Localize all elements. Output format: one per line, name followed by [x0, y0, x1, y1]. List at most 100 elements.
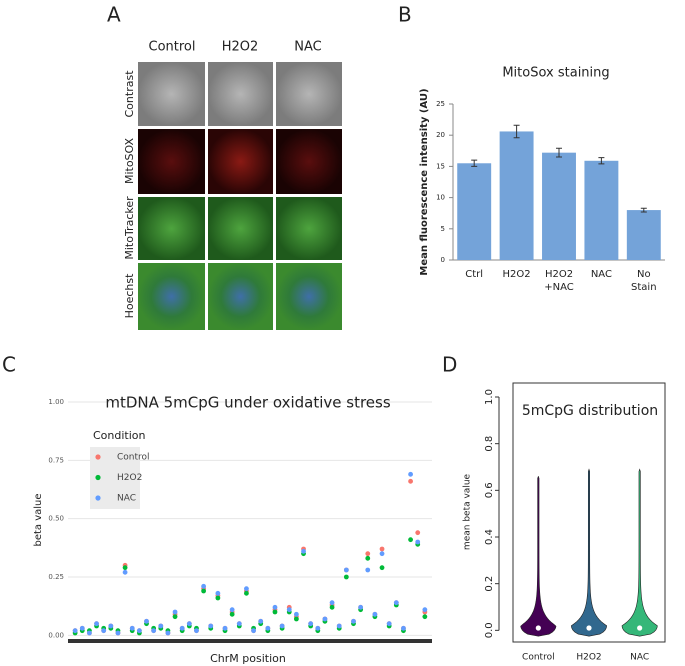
error-bar	[640, 207, 647, 213]
plot-frame	[512, 382, 666, 643]
point	[272, 604, 278, 610]
row-label: Contrast	[123, 70, 136, 118]
y-axis-label: Mean fluorescence intensity (AU)	[419, 88, 430, 275]
violin	[570, 468, 608, 637]
point	[222, 625, 228, 631]
micrograph	[276, 197, 342, 260]
panel-label: C	[2, 353, 16, 377]
micrograph	[208, 62, 273, 126]
point	[329, 604, 335, 610]
bar	[542, 152, 576, 260]
y-tick-label: 1.00	[48, 398, 64, 406]
point	[194, 628, 199, 634]
y-tick-label: 25	[436, 100, 445, 108]
point	[408, 537, 413, 543]
point	[301, 548, 306, 554]
point	[115, 630, 121, 636]
y-tick-label: 1.0	[484, 389, 495, 405]
point	[358, 604, 364, 610]
column-label: Control	[149, 40, 196, 55]
point	[422, 614, 428, 620]
point	[229, 607, 235, 613]
point	[186, 621, 192, 627]
bar	[457, 163, 492, 260]
bar	[626, 210, 661, 260]
point	[386, 621, 392, 627]
point	[308, 621, 314, 627]
legend-swatch	[95, 495, 101, 501]
point	[379, 546, 385, 552]
point	[229, 611, 235, 617]
y-tick-label: 0.4	[484, 529, 495, 545]
chart-title: 5mCpG distribution	[522, 403, 658, 419]
y-tick-label: 0	[441, 256, 445, 264]
panel-label: A	[107, 3, 121, 27]
y-tick-label: 5	[441, 225, 445, 233]
point	[415, 539, 421, 545]
chart-title: mtDNA 5mCpG under oxidative stress	[105, 394, 391, 412]
x-tick-label: H2O2	[502, 269, 531, 280]
point	[151, 628, 157, 634]
point	[393, 600, 399, 606]
error-bar	[471, 159, 478, 167]
y-tick-label: 0.75	[48, 456, 64, 464]
point	[72, 628, 78, 634]
y-tick-label: 10	[436, 194, 445, 202]
micrograph	[276, 62, 342, 126]
y-axis-label: mean beta value	[463, 473, 473, 550]
bar	[584, 160, 619, 260]
point	[79, 625, 85, 631]
legend-swatch	[95, 474, 101, 481]
x-tick-label: Control	[522, 653, 555, 663]
micrograph	[138, 197, 205, 260]
point	[201, 588, 207, 594]
micrograph	[208, 129, 273, 194]
y-tick-label: 0.2	[484, 576, 495, 592]
legend-swatch	[95, 454, 101, 460]
point	[422, 607, 428, 613]
column-label: H2O2	[222, 40, 259, 55]
micrograph	[208, 197, 273, 260]
point	[329, 600, 335, 606]
point	[122, 565, 128, 571]
y-tick-label: 0.00	[48, 631, 64, 639]
legend-label: Control	[117, 453, 150, 463]
point	[172, 609, 178, 615]
x-tick-label: Ctrl	[465, 269, 484, 280]
point	[265, 625, 271, 631]
row-label: MitoTracker	[123, 196, 136, 260]
legend-label: H2O2	[117, 473, 142, 483]
point	[236, 621, 242, 627]
point	[208, 623, 214, 629]
point	[165, 630, 171, 636]
point	[87, 630, 92, 636]
point	[179, 625, 185, 631]
point	[408, 471, 413, 477]
point	[215, 590, 221, 596]
violin	[520, 475, 557, 637]
x-axis-label: ChrM position	[210, 652, 286, 665]
micrograph	[138, 62, 205, 126]
y-tick-label: 0.8	[484, 436, 495, 452]
x-tick-label: NAC	[630, 653, 649, 663]
point	[315, 625, 321, 631]
y-tick-label: 0.6	[484, 482, 495, 498]
point	[158, 623, 164, 629]
micrograph	[208, 263, 273, 330]
y-tick-label: 0.50	[48, 515, 64, 523]
point	[286, 607, 292, 613]
point	[94, 621, 99, 627]
point	[336, 623, 342, 629]
point	[279, 623, 285, 629]
point	[365, 551, 371, 557]
x-tick-label: H2O2	[576, 653, 601, 663]
point	[136, 628, 142, 634]
panel-label: B	[398, 3, 412, 27]
point	[379, 551, 385, 557]
point	[258, 618, 264, 624]
error-bar	[556, 147, 562, 158]
point	[415, 530, 421, 536]
point	[129, 625, 135, 631]
error-bar	[598, 157, 605, 165]
